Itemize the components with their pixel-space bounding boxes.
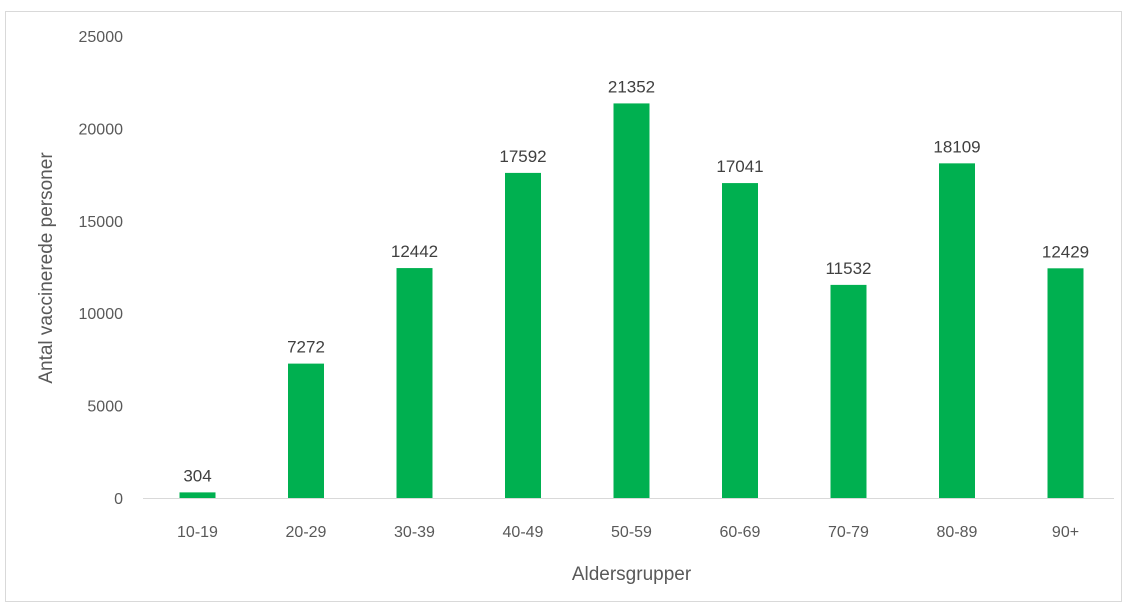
bar (939, 163, 975, 498)
x-tick-label: 80-89 (937, 524, 978, 541)
y-tick-label: 10000 (79, 306, 124, 323)
x-axis-title: Aldersgrupper (572, 564, 692, 585)
x-tick-label: 70-79 (828, 524, 869, 541)
data-label: 7272 (287, 338, 325, 357)
x-axis-ticks: 10-19 20-29 30-39 40-49 50-59 60-69 70-79 80-89… (177, 524, 1079, 541)
data-label: 12429 (1042, 242, 1089, 261)
bar (1047, 268, 1084, 498)
x-tick-label: 10-19 (177, 524, 218, 541)
y-tick-label: 0 (114, 491, 123, 508)
y-tick-label: 25000 (79, 29, 124, 46)
bar (722, 183, 758, 498)
y-axis-title: Antal vaccinerede personer (36, 152, 57, 384)
x-tick-label: 30-39 (394, 524, 435, 541)
data-labels: 304 7272 12442 17592 21352 17041 11532 18109 124… (183, 77, 1089, 485)
data-label: 12442 (391, 242, 438, 261)
data-label: 17041 (716, 157, 763, 176)
bar (830, 284, 867, 498)
data-label: 304 (183, 466, 211, 485)
chart-frame (5, 11, 1122, 602)
bar (613, 103, 650, 498)
y-tick-label: 15000 (79, 214, 124, 231)
data-label: 18109 (933, 137, 980, 156)
bar (179, 492, 216, 498)
data-label: 21352 (608, 77, 655, 96)
x-tick-label: 40-49 (503, 524, 544, 541)
x-tick-label: 90+ (1052, 524, 1079, 541)
y-axis-ticks: 0 5000 10000 15000 20000 25000 (79, 29, 124, 508)
data-label: 17592 (499, 147, 546, 166)
x-tick-label: 60-69 (720, 524, 761, 541)
x-tick-label: 20-29 (286, 524, 327, 541)
bar (505, 172, 541, 498)
data-label: 11532 (825, 259, 871, 278)
y-tick-label: 5000 (87, 399, 123, 416)
bar (288, 363, 324, 498)
bar (396, 268, 433, 498)
x-tick-label: 50-59 (611, 524, 652, 541)
y-tick-label: 20000 (79, 121, 124, 138)
bars (179, 103, 1084, 498)
